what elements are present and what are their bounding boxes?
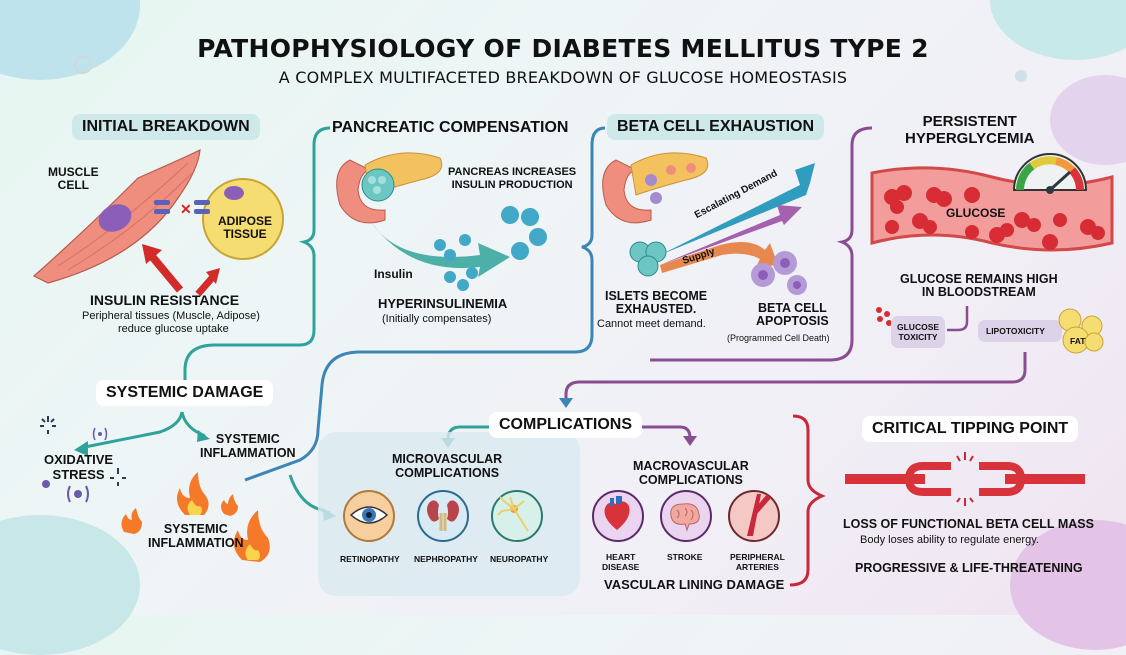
damaged-pancreas-icon [602,152,709,224]
red-arrows-icon [142,244,220,297]
insulin-label: Insulin [374,267,413,281]
heart-disease-label: HEART DISEASE [602,552,640,572]
persistent-hyperglycemia-heading: PERSISTENT HYPERGLYCEMIA [905,113,1035,147]
muscle-cell-icon [32,148,201,284]
insulin-resistance-desc-1: Peripheral tissues (Muscle, Adipose) [82,310,260,322]
brain-icon [670,503,700,532]
macrovascular-title: MACROVASCULAR COMPLICATIONS [633,459,749,487]
apoptosis-cells-icon [751,251,807,295]
progressive-label: PROGRESSIVE & LIFE-THREATENING [855,561,1083,575]
initial-breakdown-heading: INITIAL BREAKDOWN [72,114,260,140]
muscle-label: MUSCLE CELL [48,165,99,192]
adipose-nucleus [224,186,244,200]
beta-cell-apoptosis-desc: (Programmed Cell Death) [727,333,830,343]
exhausted-islets-icon [629,241,667,277]
complications-heading: COMPLICATIONS [489,412,643,438]
fat-label: FAT [1070,336,1086,346]
fat-cells-icon [1058,308,1104,354]
page-subtitle: A COMPLEX MULTIFACETED BREAKDOWN OF GLUC… [278,68,848,87]
pancreas-icon [336,152,443,224]
neuropathy-circle [491,490,543,542]
loss-of-beta-cell-mass-title: LOSS OF FUNCTIONAL BETA CELL MASS [843,517,1094,531]
broken-chain-icon [845,452,1085,506]
fire-icons [121,472,270,562]
beta-cell-exhaustion-heading: BETA CELL EXHAUSTION [607,114,825,140]
oxidative-sparks-icon [40,416,126,503]
nephropathy-label: NEPHROPATHY [414,554,478,564]
peripheral-arteries-circle [728,490,780,542]
bg-dot [1015,70,1027,82]
pancreatic-compensation-heading: PANCREATIC COMPENSATION [332,119,569,136]
loss-of-beta-cell-mass-desc: Body loses ability to regulate energy. [860,534,1039,546]
hyperinsulinemia-title: HYPERINSULINEMIA [378,296,508,311]
stroke-label: STROKE [667,552,703,562]
lipotoxicity-badge [978,320,1062,342]
glucose-gauge-icon [1012,153,1088,194]
artery-icon [747,494,771,536]
peripheral-arteries-label: PERIPHERAL ARTERIES [730,552,785,572]
insulin-resistance-title: INSULIN RESISTANCE [90,292,240,308]
pancreas-increases-note: PANCREAS INCREASES INSULIN PRODUCTION [448,166,577,191]
systemic-inflammation-fire-label: SYSTEMIC INFLAMMATION [148,522,244,550]
kidney-icon [427,500,459,531]
insulin-resistance-desc-2: reduce glucose uptake [118,323,229,335]
neuropathy-label: NEUROPATHY [490,554,549,564]
bg-ring [74,56,92,74]
lipotoxicity-label: LIPOTOXICITY [986,326,1045,336]
islets-exhausted-desc: Cannot meet demand. [597,318,706,330]
insulin-flow-arrow-icon [372,206,547,291]
glucose-toxicity-badge [891,316,945,348]
critical-tipping-point-heading: CRITICAL TIPPING POINT [862,416,1079,442]
oxidative-stress-label: OXIDATIVE STRESS [44,452,114,482]
beta-cell-apoptosis-title: BETA CELL APOPTOSIS [756,301,829,328]
neuron-icon [497,496,529,532]
systemic-damage-heading: SYSTEMIC DAMAGE [96,380,274,406]
islets-exhausted-title: ISLETS BECOME EXHAUSTED. [605,289,708,316]
glucose-remains-high-note: GLUCOSE REMAINS HIGH IN BLOODSTREAM [900,272,1058,299]
demand-supply-arrows-icon [660,163,815,273]
microvascular-title: MICROVASCULAR COMPLICATIONS [392,452,503,480]
glucose-dots-icon [876,307,892,326]
systemic-inflammation-label: SYSTEMIC INFLAMMATION [200,432,296,460]
nephropathy-circle [417,490,469,542]
flow-connectors [74,126,1027,587]
svg-text:✕: ✕ [180,201,192,217]
retinopathy-label: RETINOPATHY [340,554,400,564]
vascular-lining-damage-label: VASCULAR LINING DAMAGE [604,577,785,592]
page-title: PATHOPHYSIOLOGY OF DIABETES MELLITUS TYP… [197,34,929,63]
blocked-receptor-icon: ✕ [154,200,210,217]
glucose-toxicity-label: GLUCOSE TOXICITY [897,322,940,342]
hyperinsulinemia-desc: (Initially compensates) [382,313,492,325]
glucose-vessel-label: GLUCOSE [946,206,1006,220]
heart-icon [604,496,630,530]
eye-icon [349,506,389,524]
adipose-label: ADIPOSE TISSUE [218,214,273,241]
